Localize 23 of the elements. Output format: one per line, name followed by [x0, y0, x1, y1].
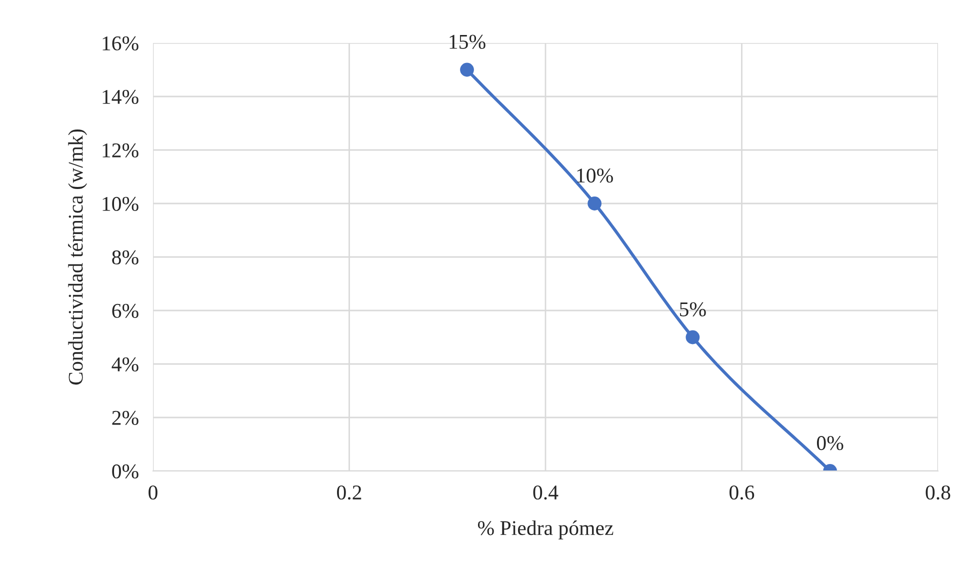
- x-tick-label: 0.4: [533, 485, 558, 500]
- y-tick-label: 10%: [102, 196, 138, 211]
- y-tick-label: 0%: [112, 464, 138, 478]
- y-axis-title: Conductividad térmica (w/mk): [68, 129, 88, 385]
- y-tick-label: 8%: [112, 250, 138, 264]
- point: [588, 196, 602, 210]
- data-label: 15%: [450, 34, 486, 49]
- x-tick-label: 0: [148, 485, 158, 500]
- y-tick-label: 12%: [102, 143, 138, 158]
- data-label: 0%: [816, 436, 844, 450]
- x-tick-label: 0.2: [337, 485, 362, 500]
- x-tick-label: 0.6: [730, 485, 754, 500]
- x-axis-title: % Piedra pómez: [478, 520, 614, 540]
- y-tick-label: 6%: [112, 304, 138, 318]
- y-tick-label: 2%: [112, 410, 138, 425]
- data-label: 5%: [680, 302, 706, 316]
- y-tick-label: 14%: [102, 90, 138, 104]
- data-label: 10%: [577, 168, 613, 183]
- y-tick-label: 16%: [102, 36, 138, 50]
- point: [460, 62, 474, 77]
- x-tick-label: 0.8: [926, 485, 950, 500]
- point: [686, 330, 700, 344]
- y-tick-label: 4%: [112, 357, 138, 372]
